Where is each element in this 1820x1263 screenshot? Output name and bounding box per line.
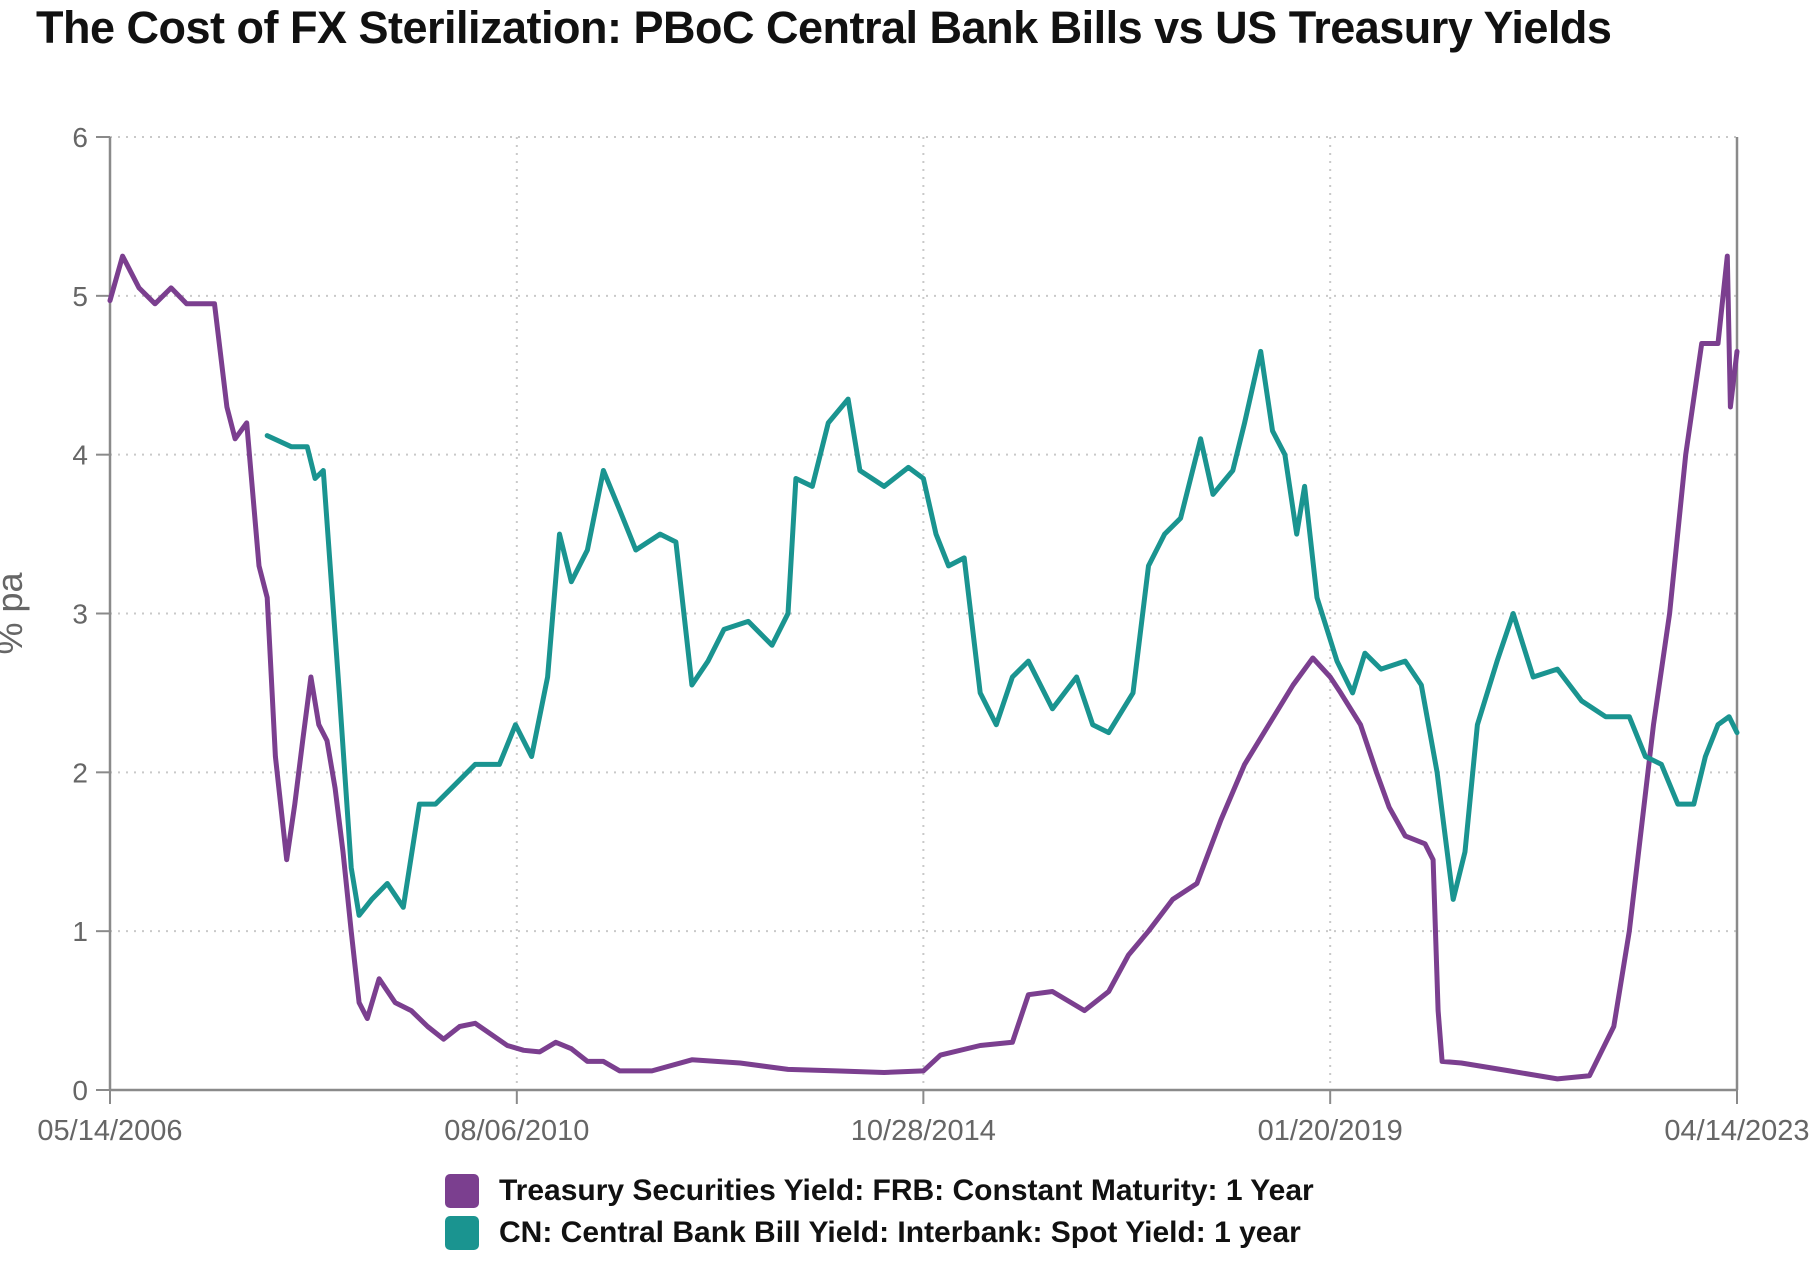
legend-label-treasury: Treasury Securities Yield: FRB: Constant… <box>499 1174 1314 1207</box>
legend: Treasury Securities Yield: FRB: Constant… <box>445 1170 1314 1254</box>
y-tick-label: 3 <box>72 599 88 630</box>
y-tick-label: 1 <box>72 916 88 947</box>
x-tick-label: 01/20/2019 <box>1258 1115 1403 1147</box>
y-axis-ticks: 0 1 2 3 4 5 6 <box>72 122 110 1106</box>
series-line-1 <box>264 348 1740 918</box>
series-lines <box>107 253 1740 1082</box>
y-tick-label: 0 <box>72 1075 88 1106</box>
legend-swatch-cn-bill <box>445 1216 479 1250</box>
y-tick-label: 4 <box>72 440 88 471</box>
x-tick-label: 05/14/2006 <box>37 1115 182 1147</box>
x-tick-label: 10/28/2014 <box>851 1115 996 1147</box>
legend-item-cn-bill[interactable]: CN: Central Bank Bill Yield: Interbank: … <box>445 1212 1314 1254</box>
y-tick-label: 6 <box>72 122 88 153</box>
x-tick-label: 08/06/2010 <box>444 1115 589 1147</box>
y-tick-label: 2 <box>72 757 88 788</box>
x-tick-label: 04/14/2023 <box>1664 1115 1809 1147</box>
y-tick-label: 5 <box>72 281 88 312</box>
legend-label-cn-bill: CN: Central Bank Bill Yield: Interbank: … <box>499 1216 1301 1249</box>
chart-title: The Cost of FX Sterilization: PBoC Centr… <box>36 2 1612 53</box>
x-axis-ticks: 05/14/2006 08/06/2010 10/28/2014 01/20/2019… <box>37 1090 1810 1147</box>
y-axis-label: % pa <box>0 571 30 654</box>
legend-item-treasury[interactable]: Treasury Securities Yield: FRB: Constant… <box>445 1170 1314 1212</box>
legend-swatch-treasury <box>445 1174 479 1208</box>
series-line-0 <box>107 253 1740 1082</box>
